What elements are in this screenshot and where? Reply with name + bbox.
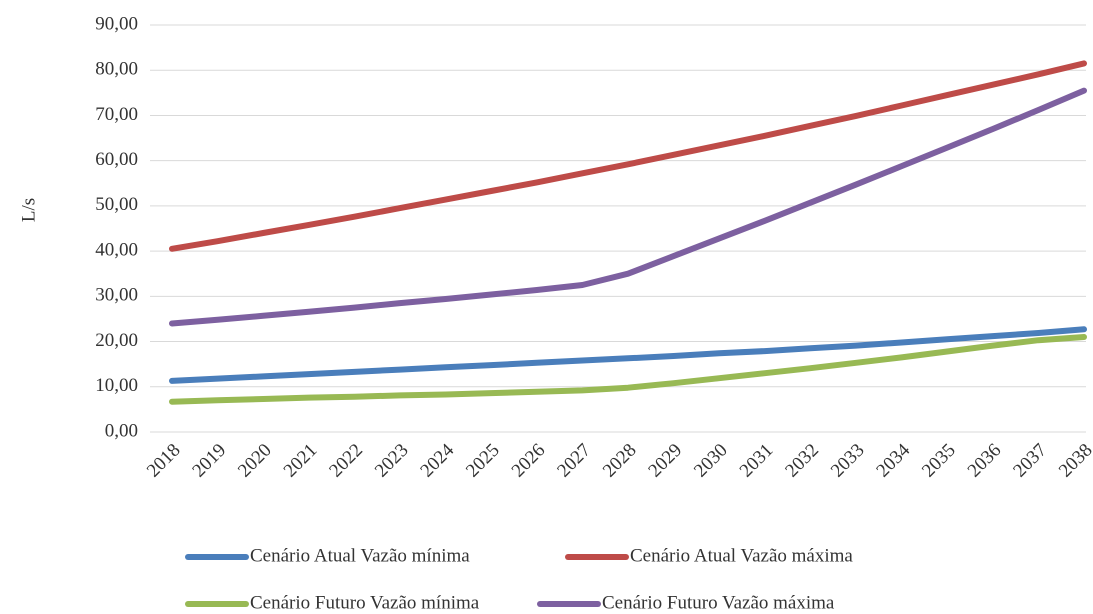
y-tick-label: 20,00 (95, 330, 138, 351)
x-tick-label: 2019 (188, 440, 230, 482)
x-tick-label: 2030 (690, 440, 732, 482)
x-tick-label: 2035 (918, 440, 960, 482)
series-line (169, 334, 1087, 405)
x-tick-label: 2023 (371, 440, 413, 482)
x-tick-label: 2027 (553, 440, 595, 482)
series-line (169, 87, 1087, 327)
x-tick-label: 2031 (736, 440, 778, 482)
legend-label: Cenário Atual Vazão mínima (250, 545, 470, 566)
x-tick-label: 2033 (827, 440, 869, 482)
x-tick-label: 2018 (143, 440, 185, 482)
series-line (169, 326, 1087, 384)
x-tick-label: 2020 (234, 440, 276, 482)
series-line (169, 60, 1087, 252)
x-tick-label: 2029 (644, 440, 686, 482)
y-tick-label: 90,00 (95, 13, 138, 34)
y-tick-label: 50,00 (95, 194, 138, 215)
y-tick-label: 70,00 (95, 104, 138, 125)
legend-label: Cenário Atual Vazão máxima (630, 545, 853, 566)
x-tick-label: 2022 (325, 440, 367, 482)
x-tick-label: 2026 (508, 440, 550, 482)
x-tick-label: 2025 (462, 440, 504, 482)
x-tick-label: 2021 (280, 440, 322, 482)
x-tick-label: 2038 (1055, 440, 1093, 482)
x-tick-label: 2024 (416, 439, 458, 481)
y-tick-label: 40,00 (95, 239, 138, 260)
x-tick-label: 2028 (599, 440, 641, 482)
x-tick-label: 2034 (872, 439, 914, 481)
x-tick-label: 2032 (781, 440, 823, 482)
legend-label: Cenário Futuro Vazão mínima (250, 592, 480, 613)
y-tick-label: 0,00 (105, 420, 138, 441)
y-tick-label: 30,00 (95, 285, 138, 306)
y-axis-label: L/s (18, 198, 39, 222)
y-tick-label: 80,00 (95, 59, 138, 80)
x-tick-label: 2036 (964, 440, 1006, 482)
y-tick-label: 10,00 (95, 375, 138, 396)
x-tick-label: 2037 (1009, 440, 1051, 482)
legend-label: Cenário Futuro Vazão máxima (602, 592, 835, 613)
y-tick-label: 60,00 (95, 149, 138, 170)
